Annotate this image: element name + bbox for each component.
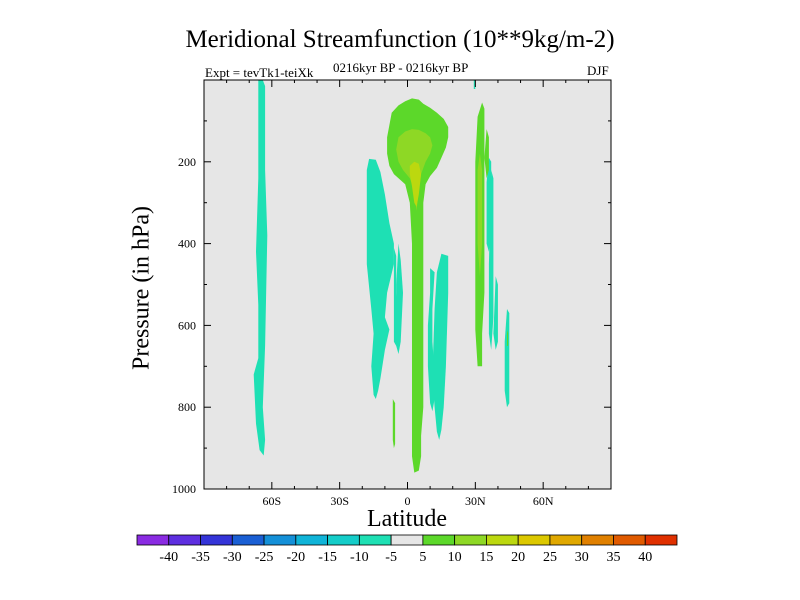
region-polar-trough-sh [253, 80, 268, 456]
colorbar-label: 40 [638, 550, 652, 565]
colorbar-swatch [327, 534, 360, 546]
region-nh-arm-b [488, 170, 494, 350]
contour-regions [253, 80, 510, 473]
colorbar-swatch [581, 534, 614, 546]
colorbar-label: 30 [575, 550, 589, 565]
axis-ticks: 60S 30S 0 30N 60N 200 400 600 800 1000 [172, 80, 611, 508]
colorbar-label: -5 [385, 550, 397, 565]
colorbar-label: -15 [318, 550, 337, 565]
y-tick-label: 600 [178, 318, 196, 332]
colorbar-label: 15 [479, 550, 493, 565]
colorbar-swatch [358, 534, 392, 546]
colorbar: -40 -35 -30 -25 -20 -15 -10 -5 5 10 15 20 25 30 35 40 [136, 534, 678, 565]
experiment-label: Expt = tevTk1-teiXk [205, 65, 314, 80]
period-label: 0216kyr BP - 0216kyr BP [333, 60, 469, 75]
region-sh-subtropical-cell [366, 158, 394, 399]
x-tick-label: 60S [262, 494, 281, 508]
colorbar-label: -25 [255, 550, 274, 565]
region-nh-arm-c [493, 276, 498, 350]
colorbar-label: -35 [191, 550, 210, 565]
colorbar-swatch [549, 534, 583, 546]
x-tick-label: 0 [405, 494, 411, 508]
y-tick-label: 400 [178, 237, 196, 251]
region-nh-tropical-cell [432, 253, 449, 440]
colorbar-swatch [422, 534, 456, 546]
colorbar-label: -40 [159, 550, 178, 565]
colorbar-swatch [517, 534, 551, 546]
colorbar-swatch [486, 534, 519, 546]
region-nh-lobe-left [427, 268, 435, 412]
x-axis-label: Latitude [367, 506, 447, 532]
colorbar-swatch [454, 534, 487, 546]
y-tick-label: 200 [178, 155, 196, 169]
colorbar-label: 10 [448, 550, 462, 565]
colorbar-label: 35 [606, 550, 620, 565]
colorbar-label: -30 [223, 550, 242, 565]
region-nh-green-strip [484, 129, 489, 179]
x-tick-label: 60N [533, 494, 554, 508]
region-sh-strip-b [396, 243, 403, 354]
colorbar-swatch [263, 534, 297, 546]
colorbar-swatch [644, 534, 678, 546]
chart-title: Meridional Streamfunction (10**9kg/m-2) [185, 26, 615, 53]
region-hadley-core [387, 98, 449, 473]
colorbar-swatch [231, 534, 265, 546]
colorbar-swatch [136, 534, 170, 546]
colorbar-label: -10 [350, 550, 369, 565]
colorbar-label: 25 [543, 550, 557, 565]
region-nh-green-dot [507, 329, 509, 346]
colorbar-swatch [613, 534, 646, 546]
y-tick-label: 800 [178, 400, 196, 414]
region-nh-arm-inner-10 [477, 153, 483, 277]
season-label: DJF [587, 63, 609, 78]
colorbar-swatch [168, 534, 201, 546]
colorbar-swatch [390, 534, 424, 546]
colorbar-label: -20 [286, 550, 305, 565]
region-sh-green-strip [392, 399, 396, 449]
colorbar-label: 5 [419, 550, 426, 565]
colorbar-swatch [295, 534, 328, 546]
x-tick-label: 30N [465, 494, 486, 508]
colorbar-label: 20 [511, 550, 525, 565]
region-nh-arm-d [504, 309, 510, 408]
y-tick-label: 1000 [172, 482, 196, 496]
colorbar-swatch [200, 534, 233, 546]
x-tick-label: 30S [330, 494, 349, 508]
region-hadley-inner-15 [409, 161, 422, 207]
